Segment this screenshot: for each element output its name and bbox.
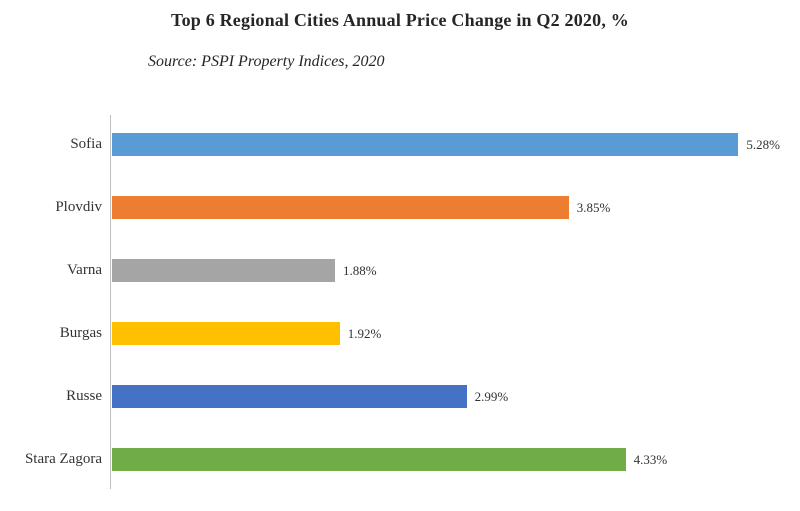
bar-sofia xyxy=(112,133,739,156)
bar-russe xyxy=(112,385,467,408)
value-label: 1.92% xyxy=(347,325,382,341)
bar-row-russe: Russe 2.99% xyxy=(0,365,800,428)
bar-stara-zagora xyxy=(112,448,626,471)
category-label: Sofia xyxy=(70,136,102,152)
y-axis-line xyxy=(110,115,111,489)
category-label: Varna xyxy=(67,262,102,278)
value-label: 5.28% xyxy=(746,136,780,152)
value-label: 3.85% xyxy=(576,199,611,215)
bar-row-stara-zagora: Stara Zagora 4.33% xyxy=(0,428,800,491)
bar-area: 5.28% xyxy=(112,133,800,156)
bar-area: 2.99% xyxy=(112,385,800,408)
bar-varna xyxy=(112,259,335,282)
plot-area: Sofia 5.28% Plovdiv 3.85% Varna 1.88% Bu… xyxy=(0,113,800,491)
chart-subtitle: Source: PSPI Property Indices, 2020 xyxy=(148,53,385,70)
value-label: 1.88% xyxy=(343,262,377,278)
bar-area: 1.92% xyxy=(112,322,800,345)
bar-row-varna: Varna 1.88% xyxy=(0,239,800,302)
category-label: Plovdiv xyxy=(55,199,102,215)
bar-burgas xyxy=(112,322,340,345)
bar-area: 1.88% xyxy=(112,259,800,282)
value-label: 2.99% xyxy=(474,388,509,404)
bar-row-sofia: Sofia 5.28% xyxy=(0,113,800,176)
bar-row-plovdiv: Plovdiv 3.85% xyxy=(0,176,800,239)
value-label: 4.33% xyxy=(633,451,668,467)
category-label: Burgas xyxy=(59,325,102,341)
category-label: Stara Zagora xyxy=(24,451,102,467)
chart-title: Top 6 Regional Cities Annual Price Chang… xyxy=(171,10,629,30)
bar-area: 4.33% xyxy=(112,448,800,471)
category-label: Russe xyxy=(66,388,102,404)
bar-area: 3.85% xyxy=(112,196,800,219)
bar-row-burgas: Burgas 1.92% xyxy=(0,302,800,365)
bar-plovdiv xyxy=(112,196,569,219)
